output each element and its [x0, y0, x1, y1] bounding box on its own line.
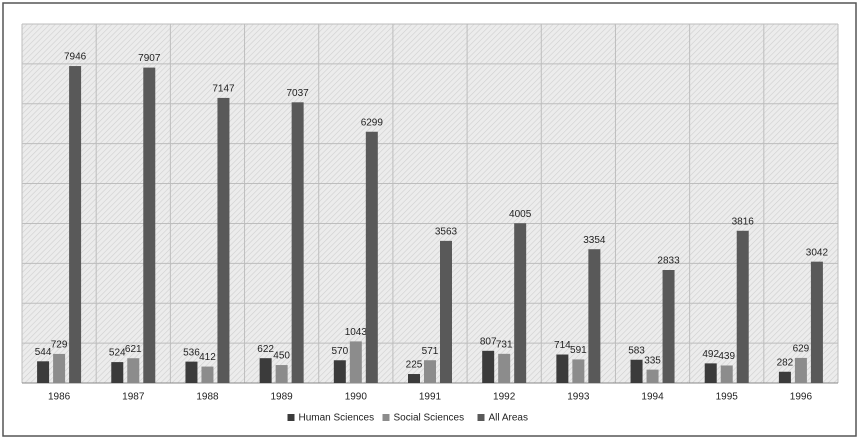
- bar: [185, 361, 198, 383]
- x-tick-label: 1996: [790, 392, 813, 403]
- data-label: 4005: [509, 209, 532, 220]
- data-label: 629: [793, 344, 810, 355]
- data-label: 7147: [212, 84, 235, 95]
- data-label: 583: [628, 345, 645, 356]
- data-label: 622: [257, 344, 274, 355]
- bar: [810, 261, 823, 383]
- data-label: 571: [422, 346, 439, 357]
- bar: [736, 230, 749, 383]
- bar: [365, 131, 378, 383]
- bar: [514, 223, 527, 383]
- data-label: 1043: [345, 327, 368, 338]
- legend-label: Human Sciences: [299, 413, 375, 424]
- legend-swatch: [477, 414, 485, 421]
- x-tick-label: 1989: [271, 392, 294, 403]
- bar: [482, 350, 495, 383]
- x-tick-label: 1987: [122, 392, 145, 403]
- bar: [794, 357, 807, 383]
- data-label: 6299: [361, 117, 384, 128]
- x-tick-label: 1986: [48, 392, 71, 403]
- bar: [662, 269, 675, 383]
- data-label: 3354: [583, 235, 606, 246]
- bar: [424, 360, 436, 383]
- bar: [440, 240, 452, 383]
- data-label: 807: [480, 336, 497, 347]
- bar: [111, 362, 124, 383]
- bar: [349, 341, 362, 383]
- data-label: 731: [496, 339, 513, 350]
- data-label: 591: [570, 345, 587, 356]
- data-label: 714: [554, 340, 571, 351]
- x-tick-label: 1990: [345, 392, 368, 403]
- data-label: 3816: [732, 216, 755, 227]
- legend-swatch: [287, 414, 295, 421]
- bar: [69, 66, 82, 383]
- data-label: 492: [702, 349, 719, 360]
- data-label: 439: [718, 351, 735, 362]
- bar: [498, 353, 511, 383]
- data-label: 536: [183, 347, 200, 358]
- bar: [333, 360, 346, 383]
- x-tick-label: 1991: [419, 392, 442, 403]
- bar: [408, 374, 420, 383]
- bar: [143, 67, 156, 383]
- bar: [217, 97, 230, 383]
- bar: [572, 359, 585, 383]
- plot-area: [22, 24, 838, 383]
- data-label: 3563: [435, 227, 458, 238]
- bar: [201, 366, 214, 383]
- bar: [778, 371, 791, 383]
- x-tick-label: 1992: [493, 392, 516, 403]
- legend-swatch: [382, 414, 390, 421]
- data-label: 450: [273, 351, 290, 362]
- bar: [275, 365, 288, 383]
- data-label: 282: [777, 357, 794, 368]
- data-label: 2833: [657, 256, 680, 267]
- data-label: 7037: [287, 88, 310, 99]
- data-label: 3042: [806, 247, 829, 258]
- bar: [630, 359, 643, 383]
- data-label: 7946: [64, 52, 87, 63]
- bar: [37, 361, 50, 383]
- bar: [646, 369, 659, 383]
- bar: [588, 249, 601, 383]
- bar: [720, 365, 733, 383]
- data-label: 621: [125, 344, 142, 355]
- x-tick-label: 1993: [567, 392, 590, 403]
- x-tick-label: 1988: [196, 392, 219, 403]
- data-label: 570: [331, 346, 348, 357]
- data-label: 335: [644, 355, 661, 366]
- data-label: 225: [406, 360, 423, 371]
- data-label: 7907: [138, 53, 161, 64]
- x-tick-label: 1995: [716, 392, 739, 403]
- data-label: 729: [51, 340, 68, 351]
- bar: [556, 354, 569, 383]
- bar: [704, 363, 717, 383]
- data-label: 412: [199, 352, 216, 363]
- data-label: 524: [109, 348, 126, 359]
- legend-label: All Areas: [489, 413, 528, 424]
- bar: [53, 353, 66, 383]
- bar: [127, 358, 140, 383]
- bar: [291, 102, 304, 384]
- bar: [259, 358, 272, 383]
- x-tick-label: 1994: [641, 392, 664, 403]
- data-label: 544: [35, 347, 52, 358]
- legend-label: Social Sciences: [394, 413, 465, 424]
